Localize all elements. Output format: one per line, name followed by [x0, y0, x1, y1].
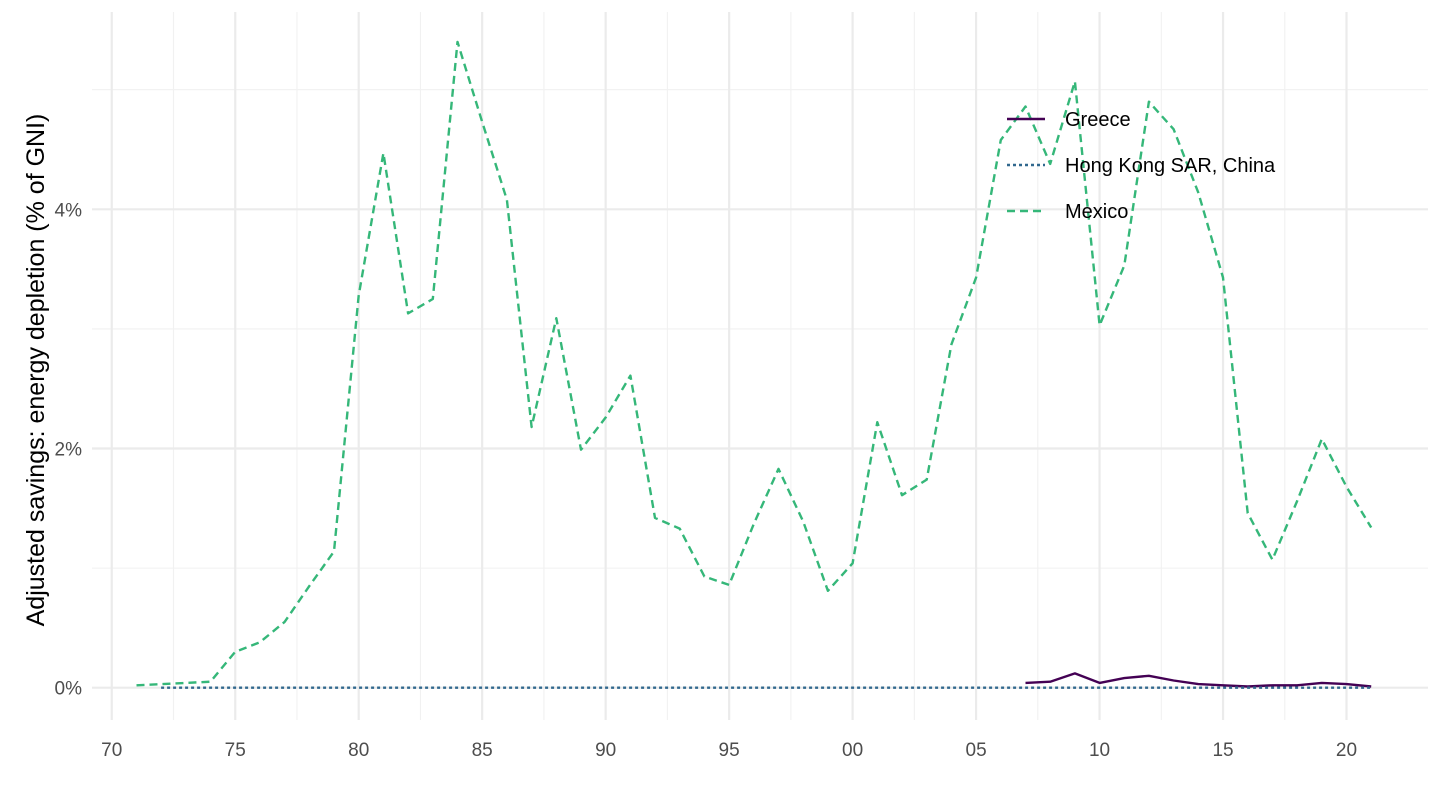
grid-minor [92, 12, 1428, 720]
x-tick-label: 75 [225, 740, 246, 761]
x-tick-label: 90 [595, 740, 616, 761]
x-tick-label: 05 [966, 740, 987, 761]
grid-major [92, 12, 1428, 720]
legend: Greece Hong Kong SAR, China Mexico [1007, 109, 1276, 223]
y-tick-label: 2% [55, 440, 83, 461]
legend-label: Hong Kong SAR, China [1065, 155, 1276, 177]
x-tick-labels: 70 75 80 85 90 95 00 05 10 15 20 [101, 740, 1357, 761]
x-tick-label: 20 [1336, 740, 1357, 761]
y-tick-label: 4% [55, 200, 83, 221]
y-tick-labels: 0% 2% 4% [55, 200, 83, 699]
x-tick-label: 15 [1212, 740, 1233, 761]
series-line-greece [1025, 672, 1372, 688]
series-layer [136, 40, 1373, 689]
x-tick-label: 10 [1089, 740, 1110, 761]
legend-label: Greece [1065, 109, 1131, 131]
x-tick-label: 80 [348, 740, 369, 761]
x-tick-label: 00 [842, 740, 863, 761]
legend-label: Mexico [1065, 201, 1128, 223]
y-tick-label: 0% [55, 679, 83, 700]
series-line-mexico [136, 40, 1373, 687]
x-tick-label: 95 [719, 740, 740, 761]
x-tick-label: 70 [101, 740, 122, 761]
x-tick-label: 85 [472, 740, 493, 761]
y-axis-title: Adjusted savings: energy depletion (% of… [22, 114, 50, 627]
